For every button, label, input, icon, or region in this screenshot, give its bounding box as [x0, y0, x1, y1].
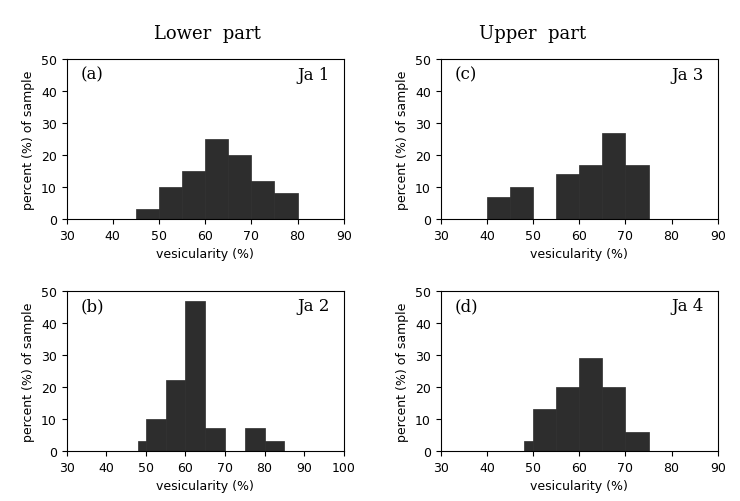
Text: Upper  part: Upper part: [480, 25, 586, 43]
Text: Lower  part: Lower part: [154, 25, 260, 43]
X-axis label: vesicularity (%): vesicularity (%): [156, 248, 254, 261]
Bar: [245, 428, 264, 451]
Bar: [524, 441, 533, 451]
Bar: [625, 165, 648, 219]
Bar: [205, 140, 228, 219]
Bar: [166, 381, 185, 451]
Text: Ja 1: Ja 1: [297, 67, 330, 84]
Bar: [252, 181, 275, 219]
Bar: [533, 409, 556, 451]
Text: Ja 4: Ja 4: [672, 298, 704, 315]
Bar: [579, 358, 602, 451]
Bar: [602, 387, 625, 451]
Text: (a): (a): [81, 67, 104, 84]
Bar: [602, 133, 625, 219]
Bar: [487, 197, 510, 219]
Bar: [579, 165, 602, 219]
Y-axis label: percent (%) of sample: percent (%) of sample: [397, 302, 409, 441]
Bar: [275, 194, 297, 219]
Text: Ja 3: Ja 3: [672, 67, 704, 84]
Text: Ja 2: Ja 2: [297, 298, 330, 315]
Y-axis label: percent (%) of sample: percent (%) of sample: [397, 70, 409, 209]
Bar: [264, 441, 284, 451]
X-axis label: vesicularity (%): vesicularity (%): [156, 479, 254, 492]
Text: (d): (d): [454, 298, 478, 315]
Text: (b): (b): [81, 298, 104, 315]
Bar: [138, 441, 146, 451]
X-axis label: vesicularity (%): vesicularity (%): [531, 479, 628, 492]
Text: (c): (c): [454, 67, 477, 84]
Bar: [556, 175, 579, 219]
Bar: [182, 172, 205, 219]
Y-axis label: percent (%) of sample: percent (%) of sample: [22, 70, 36, 209]
Bar: [228, 156, 252, 219]
Bar: [205, 428, 225, 451]
Y-axis label: percent (%) of sample: percent (%) of sample: [22, 302, 36, 441]
X-axis label: vesicularity (%): vesicularity (%): [531, 248, 628, 261]
Bar: [146, 419, 166, 451]
Bar: [159, 188, 182, 219]
Bar: [185, 301, 205, 451]
Bar: [510, 188, 533, 219]
Bar: [136, 210, 159, 219]
Bar: [625, 432, 648, 451]
Bar: [556, 387, 579, 451]
